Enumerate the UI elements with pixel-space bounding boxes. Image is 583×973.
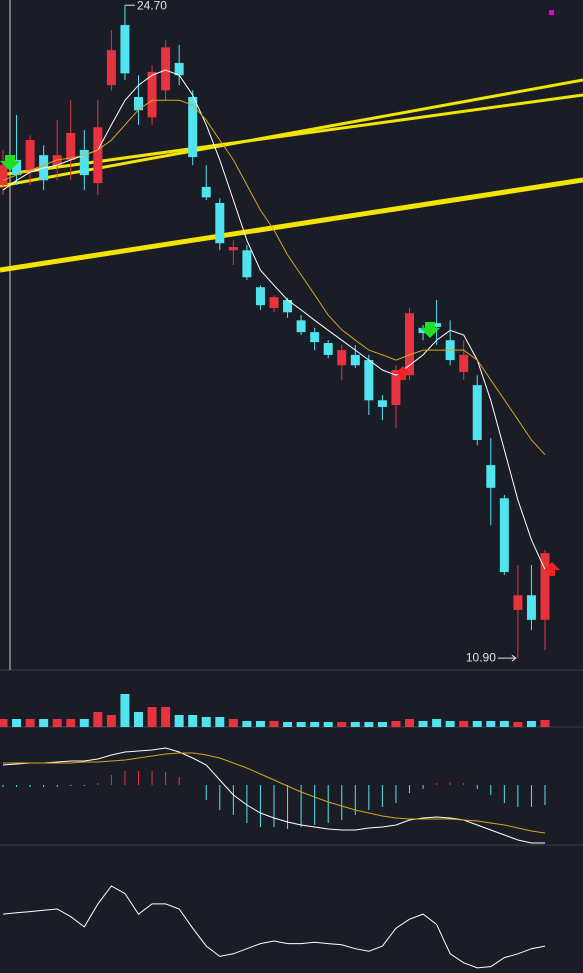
candle-body (486, 465, 496, 488)
indicator-line (2, 747, 545, 844)
volume-bar (134, 712, 143, 727)
volume-bar (296, 722, 306, 727)
volume-bar (66, 719, 76, 727)
candle-body (337, 350, 347, 366)
volume-bar (161, 707, 171, 727)
sell-arrow (0, 155, 20, 171)
volume-bar (526, 721, 536, 727)
candle-body (283, 299, 293, 313)
volume-bar (242, 721, 252, 727)
candle-body (147, 71, 157, 118)
candle-body (255, 287, 265, 306)
candle-body (432, 323, 442, 327)
volume-bar (418, 721, 428, 727)
volume-bar (283, 722, 293, 727)
volume-bar (106, 715, 116, 727)
candle-body (526, 595, 536, 620)
volume-bar (255, 721, 265, 727)
candle-body (296, 320, 306, 333)
volume-bar (0, 719, 8, 727)
volume-bar (513, 722, 523, 727)
candle-body (106, 50, 116, 86)
candle-body (377, 400, 387, 407)
max-label: 24.70 (137, 0, 167, 12)
candle-body (391, 370, 401, 406)
candle-body (79, 149, 89, 176)
volume-bar (540, 720, 550, 727)
volume-bar (472, 721, 482, 727)
trend-line (0, 177, 583, 273)
candle-body (228, 246, 238, 251)
candle-body (66, 132, 76, 160)
marks: 24.70 10.90 (0, 0, 550, 969)
volume-bar (228, 719, 238, 727)
candle-body (310, 332, 320, 343)
volume-bar (405, 719, 414, 727)
marker-square (549, 10, 554, 15)
volume-bar (350, 722, 360, 727)
volume-bar (201, 717, 211, 727)
volume-bar (174, 715, 184, 727)
candle-body (405, 313, 414, 376)
volume-bar (147, 707, 157, 727)
min-label: 10.90 (466, 650, 496, 664)
candle-body (540, 553, 550, 620)
volume-bar (215, 717, 225, 727)
candle-body (499, 498, 509, 573)
candle-body (120, 25, 130, 74)
indicator-line (2, 99, 546, 456)
candle-body (242, 250, 252, 278)
volume-bar (52, 719, 62, 727)
candle-body (459, 354, 469, 372)
candle-body (161, 47, 171, 91)
candle-body (323, 343, 333, 355)
candle-body (201, 186, 211, 198)
sell-arrow (420, 322, 440, 338)
volume-bar (377, 722, 387, 727)
volume-bar (188, 715, 198, 727)
candle-body (364, 360, 374, 401)
candle-body (350, 354, 360, 366)
candle-body (174, 62, 184, 76)
candle-body (472, 385, 482, 441)
volume-bar (93, 712, 103, 727)
label-pointer (497, 654, 517, 662)
volume-bar (12, 719, 22, 727)
candle-body (215, 202, 225, 244)
buy-arrow (395, 366, 411, 380)
volume-bar (459, 721, 469, 727)
candle-body (269, 297, 279, 309)
volume-bar (364, 722, 374, 727)
candle-body (0, 165, 8, 186)
candle-body (188, 96, 198, 158)
volume-bar (499, 721, 509, 727)
candle-body (513, 595, 523, 610)
indicator-line (2, 885, 546, 969)
volume-bar (269, 721, 279, 727)
volume-bar (486, 721, 496, 727)
volume-bar (79, 719, 89, 727)
indicator-line (3, 752, 546, 834)
volume-bar (120, 694, 130, 727)
candle-body (134, 96, 143, 111)
volume-bar (391, 721, 401, 727)
candle-body (93, 127, 103, 184)
volume-bar (39, 719, 49, 727)
volume-bar (310, 722, 320, 727)
volume-bar (323, 722, 333, 727)
volume-bar (432, 719, 442, 727)
volume-bar (337, 722, 347, 727)
candle-body (25, 140, 35, 171)
volume-bar (445, 721, 455, 727)
buy-arrow (544, 562, 560, 576)
volume-bar (25, 719, 35, 727)
candle-body (12, 159, 22, 176)
